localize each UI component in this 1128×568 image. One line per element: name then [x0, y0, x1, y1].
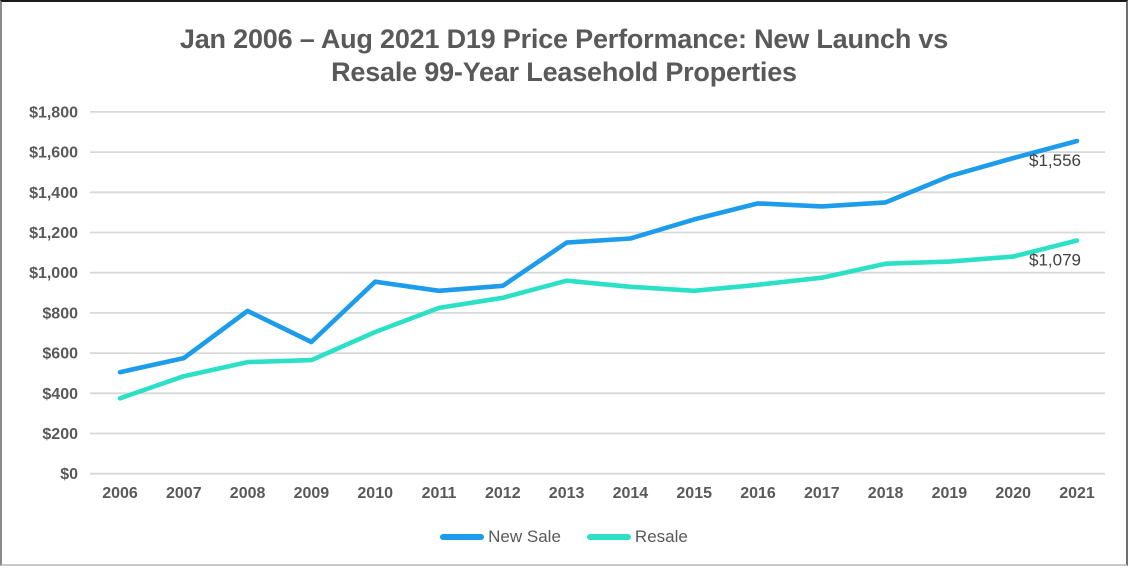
- x-axis-tick-label: 2021: [1059, 485, 1095, 502]
- y-axis-tick-label: $200: [42, 426, 78, 443]
- data-label-resale: $1,079: [1029, 251, 1081, 270]
- y-axis-tick-label: $600: [42, 346, 78, 363]
- x-axis-tick-label: 2019: [932, 485, 968, 502]
- series-line-new-sale: [117, 138, 1080, 375]
- series-line-resale: [117, 238, 1080, 401]
- x-axis-tick-label: 2020: [995, 485, 1031, 502]
- x-axis-tick-label: 2010: [357, 485, 393, 502]
- x-axis-tick-label: 2018: [868, 485, 904, 502]
- x-axis-tick-label: 2012: [485, 485, 521, 502]
- new-sale-line-swatch: [440, 534, 485, 540]
- chart-title-line-1: Jan 2006 – Aug 2021 D19 Price Performanc…: [179, 24, 949, 54]
- y-axis-tick-label: $800: [42, 305, 78, 322]
- chart-title-line-2: Resale 99-Year Leasehold Properties: [331, 57, 797, 87]
- y-axis-tick-label: $1,400: [29, 185, 78, 202]
- legend-label-new-sale: New Sale: [488, 527, 561, 546]
- data-label-new-sale: $1,556: [1029, 151, 1081, 170]
- chart-title: Jan 2006 – Aug 2021 D19 Price Performanc…: [2, 23, 1126, 89]
- y-axis-tick-label: $1,200: [29, 225, 78, 242]
- chart-legend: New Sale Resale: [2, 527, 1126, 547]
- x-axis-tick-label: 2016: [740, 485, 776, 502]
- legend-item-new-sale: New Sale: [440, 527, 561, 547]
- x-axis-tick-label: 2013: [549, 485, 585, 502]
- y-axis-tick-label: $1,800: [29, 104, 78, 121]
- x-axis-tick-label: 2006: [102, 485, 138, 502]
- resale-line-swatch: [586, 534, 631, 540]
- x-axis-tick-label: 2007: [166, 485, 202, 502]
- legend-label-resale: Resale: [634, 527, 688, 546]
- x-axis-tick-label: 2008: [230, 485, 266, 502]
- legend-item-resale: Resale: [586, 527, 688, 547]
- x-axis-tick-label: 2009: [294, 485, 330, 502]
- x-axis-tick-label: 2014: [613, 485, 649, 502]
- x-axis-tick-label: 2015: [676, 485, 712, 502]
- x-axis-tick-label: 2017: [804, 485, 840, 502]
- y-axis-tick-label: $0: [60, 466, 78, 483]
- y-axis-tick-label: $1,000: [29, 265, 78, 282]
- x-axis-tick-label: 2011: [422, 485, 457, 502]
- y-axis-tick-label: $400: [42, 386, 78, 403]
- y-axis-tick-label: $1,600: [29, 145, 78, 162]
